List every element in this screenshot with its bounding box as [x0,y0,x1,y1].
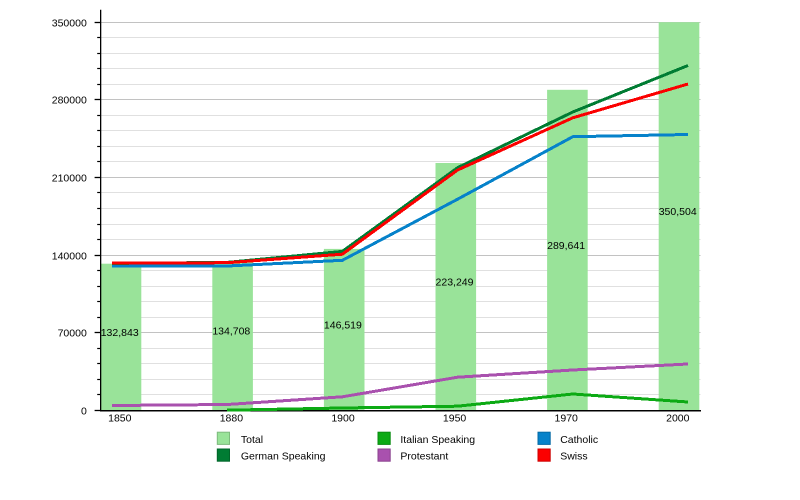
svg-text:210000: 210000 [52,173,87,185]
svg-text:2000: 2000 [666,413,690,425]
svg-text:1880: 1880 [220,413,244,425]
svg-text:Protestant: Protestant [400,450,448,462]
svg-text:146,519: 146,519 [324,319,362,331]
svg-text:289,641: 289,641 [547,240,585,252]
svg-text:140000: 140000 [52,251,87,263]
svg-text:Catholic: Catholic [560,434,598,446]
svg-text:70000: 70000 [58,328,87,340]
svg-text:Italian Speaking: Italian Speaking [400,434,475,446]
svg-text:1970: 1970 [555,413,579,425]
svg-text:1900: 1900 [331,413,355,425]
svg-text:134,708: 134,708 [212,326,250,338]
svg-text:Swiss: Swiss [560,450,587,462]
svg-text:German Speaking: German Speaking [241,450,326,462]
svg-text:0: 0 [81,406,87,418]
svg-text:132,843: 132,843 [101,327,139,339]
svg-text:223,249: 223,249 [436,276,474,288]
svg-text:Total: Total [241,434,263,446]
svg-text:280000: 280000 [52,95,87,107]
svg-text:350,504: 350,504 [659,206,697,218]
svg-text:1850: 1850 [108,413,132,425]
svg-text:350000: 350000 [52,18,87,30]
svg-text:1950: 1950 [443,413,467,425]
